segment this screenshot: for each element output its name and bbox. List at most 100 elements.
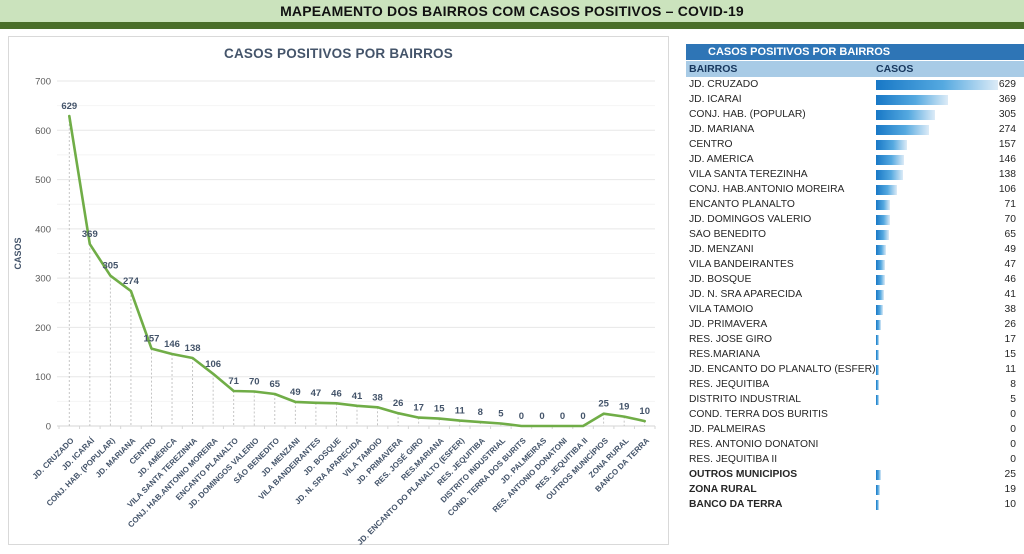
- casos-bar-track: [876, 425, 998, 435]
- casos-bar-track: [876, 259, 998, 270]
- table-row: JD. MENZANI 49: [686, 242, 1024, 257]
- casos-bar: [876, 199, 890, 210]
- cases-table-panel: CASOS POSITIVOS POR BAIRROS BAIRROS CASO…: [686, 44, 1024, 512]
- casos-bar-track: [876, 199, 998, 210]
- table-row: JD. PRIMAVERA 26: [686, 317, 1024, 332]
- series-line: [67, 114, 647, 428]
- bairro-name: ENCANTO PLANALTO: [689, 199, 795, 210]
- casos-value: 5: [1010, 394, 1016, 405]
- casos-value: 138: [998, 169, 1016, 180]
- table-row: JD. ICARAÍ 369: [686, 92, 1024, 107]
- casos-bar-track: [876, 109, 998, 120]
- data-label: 8: [478, 407, 483, 418]
- bairro-name: JD. MENZANI: [689, 244, 754, 255]
- casos-value: 65: [1004, 229, 1016, 240]
- bairro-name: ZONA RURAL: [689, 484, 757, 495]
- casos-bar: [876, 229, 889, 240]
- casos-value: 146: [998, 154, 1016, 165]
- casos-value: 46: [1004, 274, 1016, 285]
- data-label: 65: [270, 379, 281, 390]
- data-label: 274: [123, 276, 140, 287]
- casos-bar: [876, 289, 884, 300]
- casos-bar-track: [876, 214, 998, 225]
- casos-bar: [876, 154, 905, 165]
- table-row: RES. JEQUITIBA 8: [686, 377, 1024, 392]
- data-label: 0: [560, 411, 565, 422]
- table-row: VILA SANTA TEREZINHA 138: [686, 167, 1024, 182]
- casos-bar-track: [876, 139, 998, 150]
- casos-value: 71: [1004, 199, 1016, 210]
- casos-value: 629: [998, 79, 1016, 90]
- bairro-name: JD. BOSQUE: [689, 274, 752, 285]
- casos-bar-track: [876, 154, 998, 165]
- casos-value: 274: [998, 124, 1016, 135]
- chart-title: CASOS POSITIVOS POR BAIRROS: [224, 46, 453, 61]
- y-axis-tick-label: 600: [35, 126, 51, 137]
- page-title: MAPEAMENTO DOS BAIRROS COM CASOS POSITIV…: [0, 0, 1024, 22]
- casos-bar-track: [876, 349, 998, 360]
- bairro-name: JD. AMÉRICA: [689, 154, 754, 165]
- casos-bar-track: [876, 364, 998, 375]
- casos-bar-track: [876, 410, 998, 420]
- data-label: 106: [205, 359, 221, 370]
- table-row: JD. AMÉRICA 146: [686, 152, 1024, 167]
- casos-bar-track: [876, 184, 998, 195]
- casos-bar: [876, 184, 897, 195]
- table-title: CASOS POSITIVOS POR BAIRROS: [686, 44, 1024, 61]
- casos-bar: [876, 394, 879, 405]
- bairro-name: JD. N. SRA APARECIDA: [689, 289, 803, 300]
- column-header-casos: CASOS: [876, 63, 914, 75]
- data-label: 46: [331, 388, 342, 399]
- casos-bar: [876, 469, 881, 480]
- data-label: 629: [61, 101, 77, 112]
- casos-bar-track: [876, 79, 998, 90]
- casos-value: 19: [1004, 484, 1016, 495]
- casos-bar: [876, 379, 879, 390]
- data-label: 0: [539, 411, 544, 422]
- casos-value: 0: [1010, 439, 1016, 450]
- table-row: JD. BOSQUE 46: [686, 272, 1024, 287]
- casos-bar-track: [876, 274, 998, 285]
- casos-value: 17: [1004, 334, 1016, 345]
- table-row: SÃO BENEDITO 65: [686, 227, 1024, 242]
- casos-bar: [876, 319, 881, 330]
- casos-bar: [876, 214, 890, 225]
- column-header-bairros: BAIRROS: [689, 63, 738, 75]
- table-row: JD. DOMINGOS VALERIO 70: [686, 212, 1024, 227]
- page-header: MAPEAMENTO DOS BAIRROS COM CASOS POSITIV…: [0, 0, 1024, 29]
- casos-value: 0: [1010, 409, 1016, 420]
- table-row: CONJ. HAB. (POPULAR) 305: [686, 107, 1024, 122]
- casos-value: 26: [1004, 319, 1016, 330]
- y-axis-tick-label: 100: [35, 372, 51, 383]
- table-row: RES. JEQUITIBA II 0: [686, 452, 1024, 467]
- bairro-name: JD. CRUZADO: [689, 79, 759, 90]
- bairro-name: DISTRITO INDUSTRIAL: [689, 394, 801, 405]
- casos-bar: [876, 109, 936, 120]
- table-header-row: BAIRROS CASOS: [686, 61, 1024, 77]
- casos-value: 25: [1004, 469, 1016, 480]
- bairro-name: JD. ICARAÍ: [689, 94, 742, 105]
- table-row: JD. ENCANTO DO PLANALTO (ESFER) 11: [686, 362, 1024, 377]
- bairro-name: JD. DOMINGOS VALERIO: [689, 214, 812, 225]
- casos-value: 15: [1004, 349, 1016, 360]
- casos-bar: [876, 364, 879, 375]
- header-accent-bar: [0, 22, 1024, 29]
- table-row: BANCO DA TERRA 10: [686, 497, 1024, 512]
- table-row: DISTRITO INDUSTRIAL 5: [686, 392, 1024, 407]
- casos-bar: [876, 304, 884, 315]
- data-label: 0: [519, 411, 524, 422]
- casos-bar-track: [876, 469, 998, 480]
- table-row: VILA TAMOIO 38: [686, 302, 1024, 317]
- casos-bar-track: [876, 304, 998, 315]
- casos-bar: [876, 244, 886, 255]
- casos-bar-track: [876, 319, 998, 330]
- casos-bar: [876, 499, 879, 510]
- bairro-name: RES. JEQUITIBA II: [689, 454, 778, 465]
- casos-bar: [876, 484, 880, 495]
- y-axis-tick-label: 500: [35, 175, 51, 186]
- data-label: 71: [228, 376, 239, 387]
- casos-value: 49: [1004, 244, 1016, 255]
- bairro-name: BANCO DA TERRA: [689, 499, 783, 510]
- y-axis-tick-label: 300: [35, 274, 51, 285]
- table-body: JD. CRUZADO 629 JD. ICARAÍ 369 CONJ. HAB. (P…: [686, 77, 1024, 512]
